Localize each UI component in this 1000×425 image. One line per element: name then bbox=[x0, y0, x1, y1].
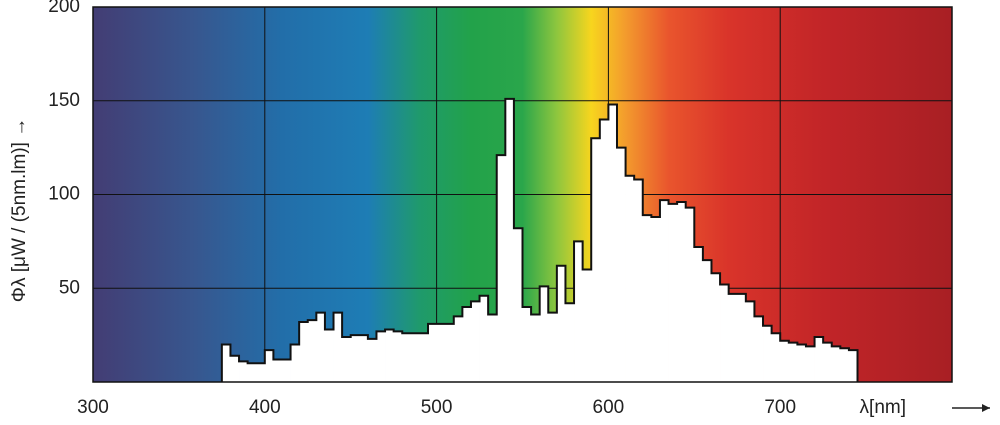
bar bbox=[281, 359, 291, 382]
bar bbox=[771, 333, 781, 382]
bar bbox=[840, 348, 850, 382]
bar bbox=[256, 363, 266, 382]
bar bbox=[488, 314, 498, 382]
bar bbox=[711, 273, 721, 382]
bar bbox=[221, 344, 231, 382]
bar bbox=[763, 325, 773, 382]
bar bbox=[479, 295, 489, 382]
bar bbox=[299, 322, 309, 382]
bar bbox=[659, 200, 669, 382]
bar bbox=[333, 312, 343, 382]
bar bbox=[745, 301, 755, 382]
bar bbox=[531, 314, 541, 382]
bar bbox=[402, 333, 412, 382]
bar bbox=[565, 303, 575, 382]
bar bbox=[556, 265, 566, 382]
bar bbox=[685, 207, 695, 382]
x-tick-label: 500 bbox=[421, 397, 453, 418]
bar bbox=[522, 307, 532, 382]
x-tick-label: 700 bbox=[764, 397, 796, 418]
bar bbox=[273, 359, 283, 382]
bar bbox=[376, 331, 386, 382]
bar bbox=[814, 337, 824, 382]
bar bbox=[668, 203, 678, 382]
y-tick-label: 50 bbox=[59, 277, 80, 298]
bar bbox=[393, 331, 403, 382]
bar bbox=[823, 342, 833, 382]
x-axis-arrowhead bbox=[982, 404, 990, 412]
bar bbox=[359, 335, 369, 382]
x-tick-label: 400 bbox=[249, 397, 281, 418]
bar bbox=[239, 361, 249, 382]
bar bbox=[505, 98, 515, 382]
bar bbox=[462, 307, 472, 382]
y-tick-label: 100 bbox=[48, 184, 80, 205]
bar bbox=[608, 104, 618, 382]
plot-frame bbox=[92, 6, 953, 383]
bar bbox=[453, 316, 463, 382]
x-tick-label: 600 bbox=[593, 397, 625, 418]
bar bbox=[410, 333, 420, 382]
bar bbox=[797, 344, 807, 382]
bar bbox=[428, 323, 437, 382]
bar bbox=[780, 340, 790, 382]
bar bbox=[694, 247, 704, 382]
bar bbox=[599, 119, 609, 382]
bar bbox=[247, 363, 257, 382]
bar bbox=[264, 350, 274, 382]
y-tick-label: 150 bbox=[48, 90, 80, 111]
bar bbox=[625, 175, 635, 382]
bar bbox=[436, 323, 446, 382]
bar bbox=[642, 215, 652, 382]
bar bbox=[805, 346, 815, 382]
bar bbox=[290, 344, 300, 382]
bar bbox=[513, 228, 523, 382]
x-tick-label: 300 bbox=[77, 397, 109, 418]
bar bbox=[350, 335, 360, 382]
bar bbox=[574, 241, 584, 382]
bar bbox=[831, 346, 841, 382]
bar bbox=[548, 312, 558, 382]
bar bbox=[496, 155, 506, 382]
bar bbox=[385, 329, 395, 382]
bar bbox=[728, 293, 738, 382]
bar bbox=[445, 323, 455, 382]
bar bbox=[470, 301, 480, 382]
histogram-outline bbox=[220, 97, 859, 382]
bar bbox=[539, 286, 549, 382]
bar bbox=[582, 269, 592, 382]
bar bbox=[591, 138, 601, 382]
bar bbox=[677, 202, 687, 382]
y-axis-label: Φλ [μW / (5nm.lm)] → bbox=[9, 118, 30, 302]
bar bbox=[634, 179, 644, 382]
y-tick-label: 200 bbox=[48, 0, 80, 17]
bar bbox=[737, 293, 747, 382]
bar bbox=[788, 342, 798, 382]
bar bbox=[720, 284, 730, 382]
bar bbox=[848, 350, 858, 382]
x-axis-label: λ[nm] bbox=[860, 397, 906, 418]
bar bbox=[342, 337, 352, 382]
bar bbox=[367, 338, 377, 382]
bar bbox=[616, 147, 626, 382]
bar bbox=[230, 355, 240, 382]
bar bbox=[316, 312, 326, 382]
bar bbox=[419, 333, 429, 382]
bar bbox=[651, 217, 661, 382]
bar bbox=[307, 320, 317, 382]
bar bbox=[324, 329, 334, 382]
bar bbox=[702, 260, 712, 382]
bar bbox=[754, 316, 764, 382]
